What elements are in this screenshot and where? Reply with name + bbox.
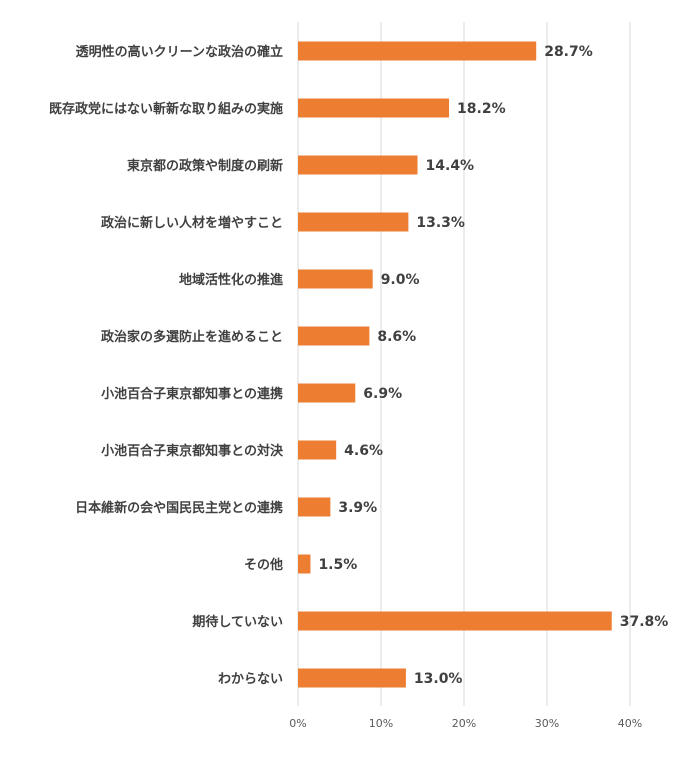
bar: [298, 383, 356, 403]
data-label: 8.6%: [377, 329, 416, 345]
data-labels: 28.7% 18.2% 14.4% 13.3% 9.0% 8.6% 6.9% 4.6% 3.9%…: [318, 44, 668, 687]
x-axis-tick-labels: 0% 10% 20% 30% 40%: [289, 717, 642, 730]
data-label: 14.4%: [426, 158, 475, 174]
data-label: 18.2%: [457, 101, 506, 117]
category-label: 小池百合子東京都知事との対決: [101, 443, 284, 459]
category-label: 透明性の高いクリーンな政治の確立: [76, 44, 283, 60]
gridlines: [297, 22, 631, 706]
data-label: 13.0%: [414, 671, 463, 687]
x-tick-label: 0%: [289, 717, 306, 730]
bar: [298, 497, 331, 517]
category-label: 既存政党にはない斬新な取り組みの実施: [49, 101, 283, 117]
x-tick-label: 20%: [452, 717, 476, 730]
category-label: 地域活性化の推進: [179, 272, 283, 288]
bar: [298, 269, 373, 289]
data-label: 28.7%: [544, 44, 593, 60]
x-tick-label: 30%: [535, 717, 559, 730]
data-label: 4.6%: [344, 443, 383, 459]
bar: [298, 554, 311, 574]
category-label: 小池百合子東京都知事との連携: [101, 386, 283, 402]
data-label: 3.9%: [338, 500, 377, 516]
category-label: 期待していない: [192, 614, 283, 630]
category-labels: 透明性の高いクリーンな政治の確立既存政党にはない斬新な取り組みの実施東京都の政策…: [49, 44, 284, 687]
bars: [298, 41, 612, 688]
x-tick-label: 10%: [369, 717, 393, 730]
bar: [298, 326, 370, 346]
bar: [298, 98, 450, 118]
bar: [298, 668, 406, 688]
bar: [298, 611, 612, 631]
data-label: 1.5%: [318, 557, 357, 573]
category-label: 政治に新しい人材を増やすこと: [101, 215, 283, 231]
category-label: その他: [244, 557, 283, 573]
category-label: 日本維新の会や国民民主党との連携: [75, 500, 283, 516]
x-tick-label: 40%: [618, 717, 642, 730]
category-label: 東京都の政策や制度の刷新: [127, 158, 283, 174]
data-label: 37.8%: [620, 614, 669, 630]
bar: [298, 41, 537, 61]
data-label: 6.9%: [363, 386, 402, 402]
bar: [298, 440, 337, 460]
bar: [298, 155, 418, 175]
data-label: 9.0%: [381, 272, 420, 288]
bar: [298, 212, 409, 232]
category-label: わからない: [218, 672, 283, 687]
data-label: 13.3%: [416, 215, 465, 231]
category-label: 政治家の多選防止を進めること: [101, 329, 283, 345]
